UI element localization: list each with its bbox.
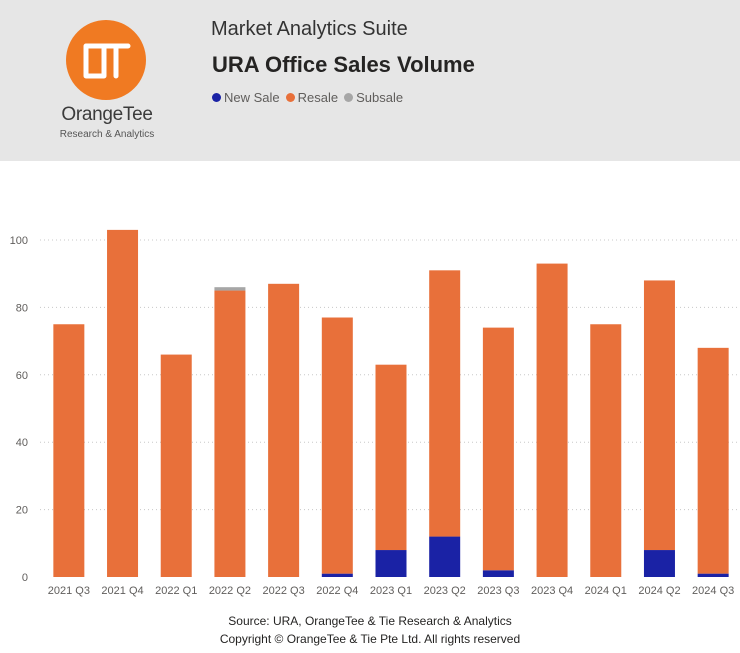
y-tick-label: 20	[16, 505, 28, 517]
bar-resale[interactable]	[160, 354, 192, 577]
y-tick-label: 80	[16, 302, 28, 314]
x-tick-label: 2022 Q4	[316, 585, 358, 597]
y-tick-label: 100	[10, 235, 28, 247]
x-tick-label: 2022 Q1	[155, 585, 197, 597]
bar-new-sale[interactable]	[482, 570, 514, 577]
copyright-note: Copyright © OrangeTee & Tie Pte Ltd. All…	[219, 632, 521, 646]
bar-resale[interactable]	[536, 263, 568, 577]
bar-resale[interactable]	[268, 283, 300, 577]
stacked-bar-chart: 0 20 40 60 80 100 2021 Q3 2021 Q4 2022 Q1 2022 Q2…	[10, 229, 738, 597]
brand-name: OrangeTee	[61, 104, 153, 125]
bar-resale[interactable]	[482, 327, 514, 571]
bar-resale[interactable]	[590, 324, 622, 577]
x-tick-label: 2024 Q2	[638, 585, 680, 597]
bar-new-sale[interactable]	[429, 536, 461, 577]
x-tick-label: 2023 Q2	[424, 585, 466, 597]
bar-new-sale[interactable]	[375, 550, 407, 577]
bar-resale[interactable]	[375, 364, 407, 551]
bar-resale[interactable]	[429, 270, 461, 537]
bar-new-sale[interactable]	[321, 573, 353, 577]
header-banner: OrangeTee Research & Analytics Market An…	[0, 0, 740, 161]
brand-subtitle: Research & Analytics	[59, 129, 155, 140]
x-tick-label: 2021 Q3	[48, 585, 90, 597]
bar-resale[interactable]	[107, 229, 139, 577]
x-tick-label: 2023 Q1	[370, 585, 412, 597]
x-tick-label: 2021 Q4	[101, 585, 143, 597]
chart-title: URA Office Sales Volume	[212, 52, 475, 77]
x-tick-label: 2022 Q2	[209, 585, 251, 597]
bar-resale[interactable]	[53, 324, 85, 577]
y-tick-label: 60	[16, 370, 28, 382]
legend-item-subsale[interactable]: Subsale	[344, 90, 403, 105]
suite-title: Market Analytics Suite	[211, 18, 408, 40]
bar-new-sale[interactable]	[697, 573, 729, 577]
bar-resale[interactable]	[697, 347, 729, 574]
orangetee-logo-icon	[66, 20, 146, 100]
legend-marker-icon	[344, 93, 354, 102]
y-tick-label: 0	[22, 572, 28, 584]
x-tick-label: 2022 Q3	[263, 585, 305, 597]
bar-new-sale[interactable]	[643, 550, 675, 577]
legend-marker-icon	[212, 93, 221, 102]
y-tick-label: 40	[16, 437, 28, 449]
x-tick-label: 2024 Q3	[692, 585, 734, 597]
bar-resale[interactable]	[214, 290, 246, 577]
chart-legend: New Sale Resale Subsale	[212, 90, 409, 105]
source-note: Source: URA, OrangeTee & Tie Research & …	[228, 614, 512, 628]
x-tick-label: 2023 Q3	[477, 585, 519, 597]
legend-item-new-sale[interactable]: New Sale	[212, 90, 280, 105]
bar-resale[interactable]	[321, 317, 353, 574]
bar-subsale[interactable]	[214, 287, 246, 291]
x-tick-label: 2024 Q1	[585, 585, 627, 597]
bar-resale[interactable]	[643, 280, 675, 551]
legend-item-resale[interactable]: Resale	[285, 90, 339, 105]
legend-label: New Sale	[224, 90, 280, 105]
x-tick-label: 2023 Q4	[531, 585, 573, 597]
legend-label: Resale	[297, 90, 339, 105]
legend-marker-icon	[285, 93, 295, 102]
legend-label: Subsale	[356, 90, 404, 105]
